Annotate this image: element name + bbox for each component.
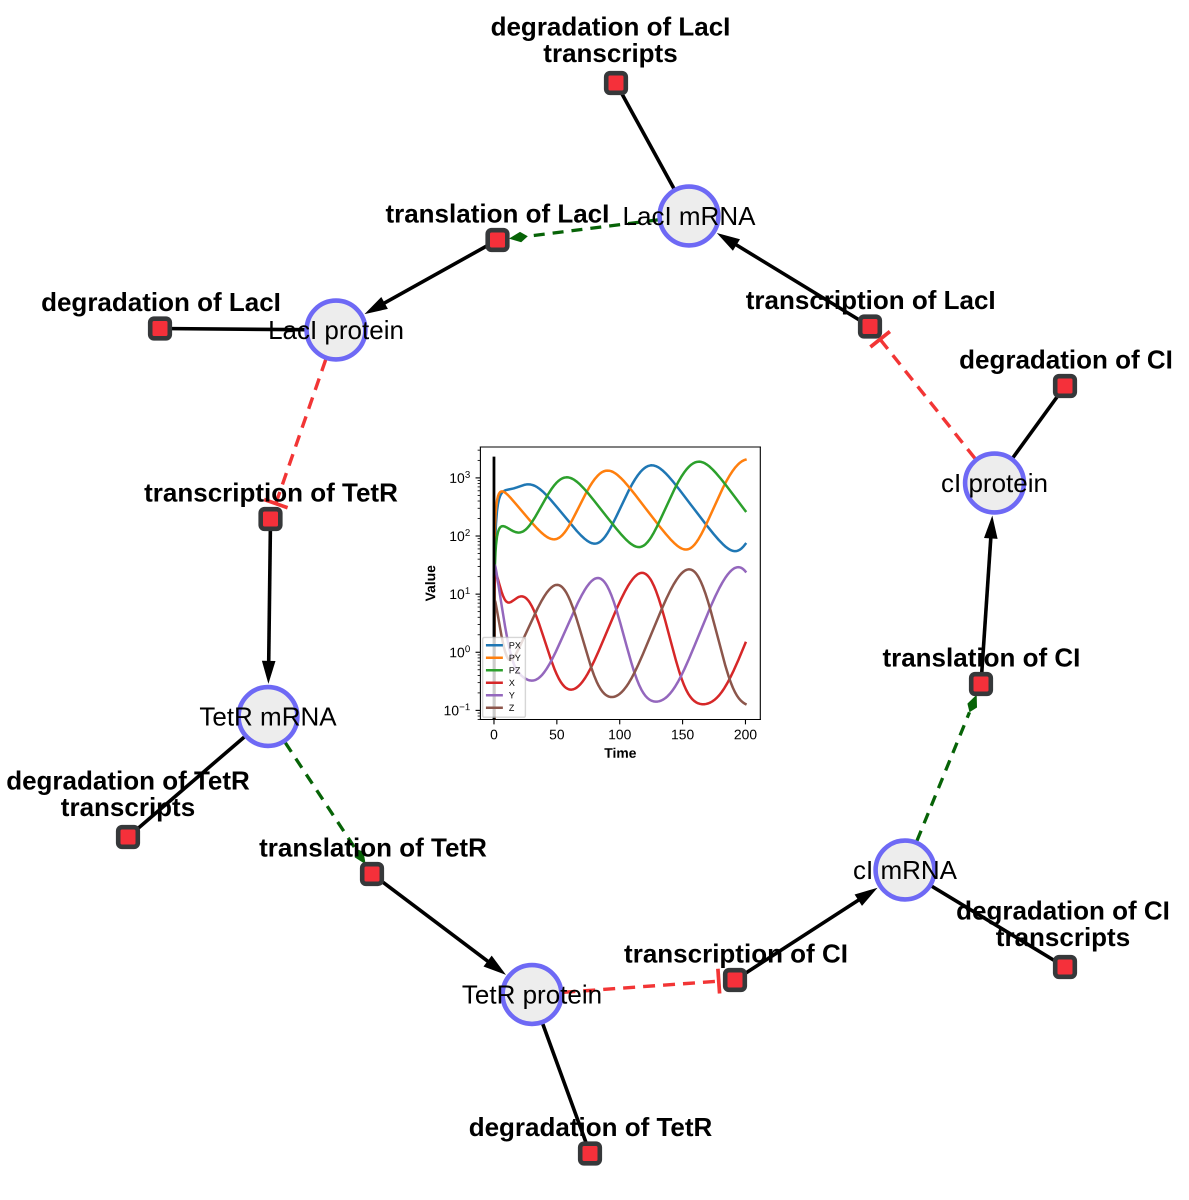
svg-text:LacI mRNA: LacI mRNA bbox=[623, 201, 757, 231]
svg-text:LacI protein: LacI protein bbox=[268, 315, 404, 345]
svg-text:TetR protein: TetR protein bbox=[462, 980, 602, 1010]
svg-text:TetR mRNA: TetR mRNA bbox=[199, 702, 337, 732]
svg-text:transcripts: transcripts bbox=[543, 38, 677, 68]
svg-text:degradation of TetR: degradation of TetR bbox=[469, 1112, 713, 1142]
svg-text:translation of LacI: translation of LacI bbox=[385, 199, 609, 229]
svg-text:degradation of LacI: degradation of LacI bbox=[491, 12, 731, 42]
svg-text:transcripts: transcripts bbox=[61, 792, 195, 822]
svg-text:transcription of TetR: transcription of TetR bbox=[144, 478, 398, 508]
svg-text:cI protein: cI protein bbox=[941, 468, 1048, 498]
svg-text:degradation of CI: degradation of CI bbox=[959, 345, 1173, 375]
svg-text:transcription of LacI: transcription of LacI bbox=[746, 285, 996, 315]
svg-text:degradation of LacI: degradation of LacI bbox=[41, 287, 281, 317]
svg-text:cI mRNA: cI mRNA bbox=[853, 855, 958, 885]
svg-text:degradation of CI: degradation of CI bbox=[956, 896, 1170, 926]
svg-text:transcription of CI: transcription of CI bbox=[624, 939, 848, 969]
svg-text:degradation of TetR: degradation of TetR bbox=[6, 766, 250, 796]
svg-text:translation of TetR: translation of TetR bbox=[259, 833, 487, 863]
svg-text:transcripts: transcripts bbox=[996, 922, 1130, 952]
svg-text:translation of CI: translation of CI bbox=[882, 643, 1080, 673]
